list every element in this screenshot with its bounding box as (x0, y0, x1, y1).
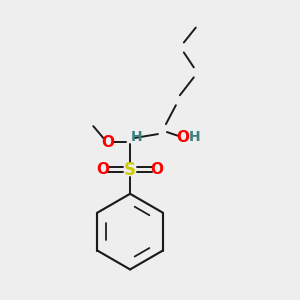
Text: O: O (151, 162, 164, 177)
Text: H: H (130, 130, 142, 144)
Text: O: O (102, 134, 115, 149)
Text: S: S (124, 161, 136, 179)
Text: H: H (189, 130, 201, 144)
Text: O: O (97, 162, 110, 177)
Text: O: O (176, 130, 189, 145)
